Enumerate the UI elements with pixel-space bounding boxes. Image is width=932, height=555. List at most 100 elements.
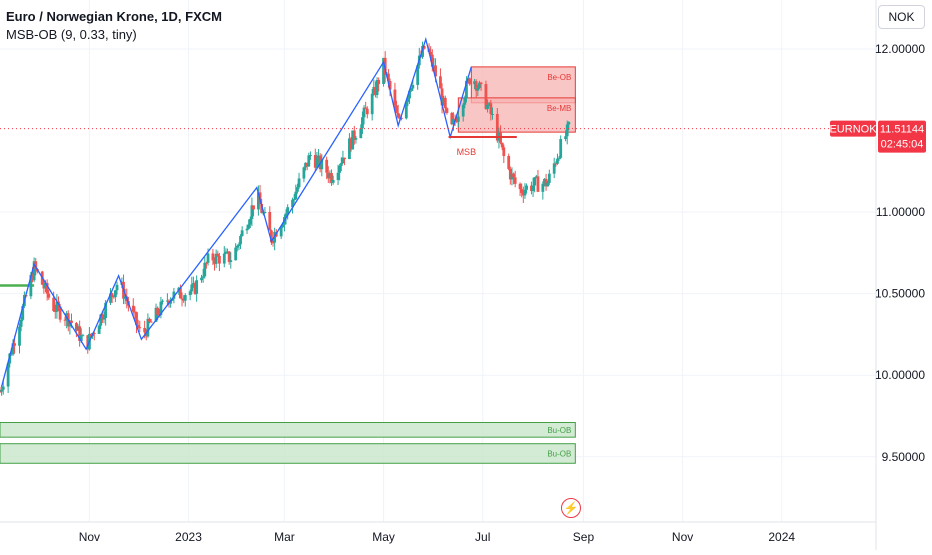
- candle: [135, 312, 138, 326]
- lightning-icon[interactable]: ⚡: [561, 498, 581, 518]
- candle: [325, 159, 329, 173]
- bearish-order-block: [470, 66, 576, 104]
- candle: [104, 302, 108, 318]
- candle: [354, 138, 358, 140]
- candle: [364, 107, 368, 109]
- candle: [416, 65, 420, 85]
- candle: [559, 139, 563, 158]
- candle: [534, 176, 538, 178]
- candle: [479, 82, 483, 85]
- candle: [465, 80, 468, 99]
- candle: [182, 299, 186, 301]
- price-tick-label: 10.50000: [875, 287, 925, 301]
- bar-countdown: 02:45:04: [881, 139, 924, 151]
- candle: [382, 57, 385, 85]
- order-block-label: Be-MB: [547, 104, 571, 113]
- candle: [422, 45, 426, 49]
- candle: [502, 147, 506, 156]
- candle: [0, 391, 2, 393]
- currency-selector[interactable]: NOK: [878, 5, 925, 29]
- candle: [351, 130, 355, 150]
- candle: [341, 157, 345, 164]
- candle: [430, 54, 434, 67]
- candle: [203, 262, 207, 277]
- candle: [159, 301, 163, 316]
- candle: [55, 301, 59, 312]
- candle: [58, 306, 62, 320]
- candle: [201, 276, 205, 278]
- candle: [206, 253, 210, 263]
- candle: [180, 298, 184, 300]
- candle: [510, 173, 514, 180]
- candle: [398, 117, 402, 119]
- time-tick-label: Nov: [79, 530, 100, 544]
- candle: [343, 157, 346, 160]
- candle: [195, 280, 199, 294]
- candle: [445, 108, 449, 113]
- candle: [513, 177, 517, 184]
- candle: [161, 300, 164, 302]
- candle: [484, 84, 488, 109]
- candle: [523, 189, 527, 196]
- candle: [113, 290, 117, 298]
- candle: [133, 311, 137, 313]
- candle: [362, 107, 366, 118]
- candle: [302, 167, 306, 179]
- candle: [377, 79, 381, 85]
- price-tag: EURNOK 11.51144 02:45:04: [829, 120, 926, 153]
- candle: [89, 333, 93, 337]
- candle: [279, 227, 283, 237]
- candle: [45, 282, 49, 294]
- candle: [520, 189, 524, 193]
- candle: [552, 163, 556, 174]
- candle: [468, 78, 472, 85]
- time-tick-label: Nov: [672, 530, 693, 544]
- price-tick-label: 12.00000: [875, 42, 925, 56]
- candle: [156, 307, 160, 315]
- candle: [226, 251, 229, 253]
- candle: [260, 204, 264, 213]
- candle: [229, 260, 233, 262]
- chart-title: Euro / Norwegian Krone, 1D, FXCM: [6, 9, 222, 24]
- candle: [192, 283, 195, 285]
- candle: [396, 112, 400, 118]
- candle: [11, 343, 15, 355]
- candle: [148, 318, 151, 322]
- candle: [252, 205, 255, 210]
- candle: [13, 343, 17, 346]
- candle: [547, 173, 551, 183]
- candle: [144, 332, 148, 337]
- candle: [361, 117, 364, 129]
- candle: [270, 230, 273, 243]
- candle: [200, 277, 203, 281]
- candle: [115, 284, 119, 291]
- candle: [456, 116, 460, 122]
- candle: [146, 318, 150, 337]
- candle: [546, 182, 550, 187]
- candle: [304, 162, 307, 168]
- candle: [307, 155, 311, 167]
- candle: [79, 335, 83, 342]
- candle: [564, 136, 567, 140]
- candle: [531, 185, 535, 191]
- candle: [533, 177, 537, 186]
- candle: [476, 87, 480, 91]
- candle: [518, 183, 522, 190]
- candle: [317, 155, 320, 159]
- candle: [536, 176, 540, 192]
- candle: [473, 81, 476, 85]
- candle: [250, 205, 254, 219]
- price-tick-label: 9.50000: [882, 450, 926, 464]
- candle: [19, 319, 23, 327]
- candle: [486, 104, 489, 109]
- candle: [53, 310, 57, 312]
- last-price-tag: [878, 120, 926, 153]
- candle: [432, 65, 436, 67]
- candle: [224, 251, 228, 254]
- candle: [297, 178, 301, 188]
- candle: [218, 255, 221, 264]
- candle: [268, 211, 272, 231]
- indicator-label[interactable]: MSB-OB (9, 0.33, tiny): [6, 27, 137, 42]
